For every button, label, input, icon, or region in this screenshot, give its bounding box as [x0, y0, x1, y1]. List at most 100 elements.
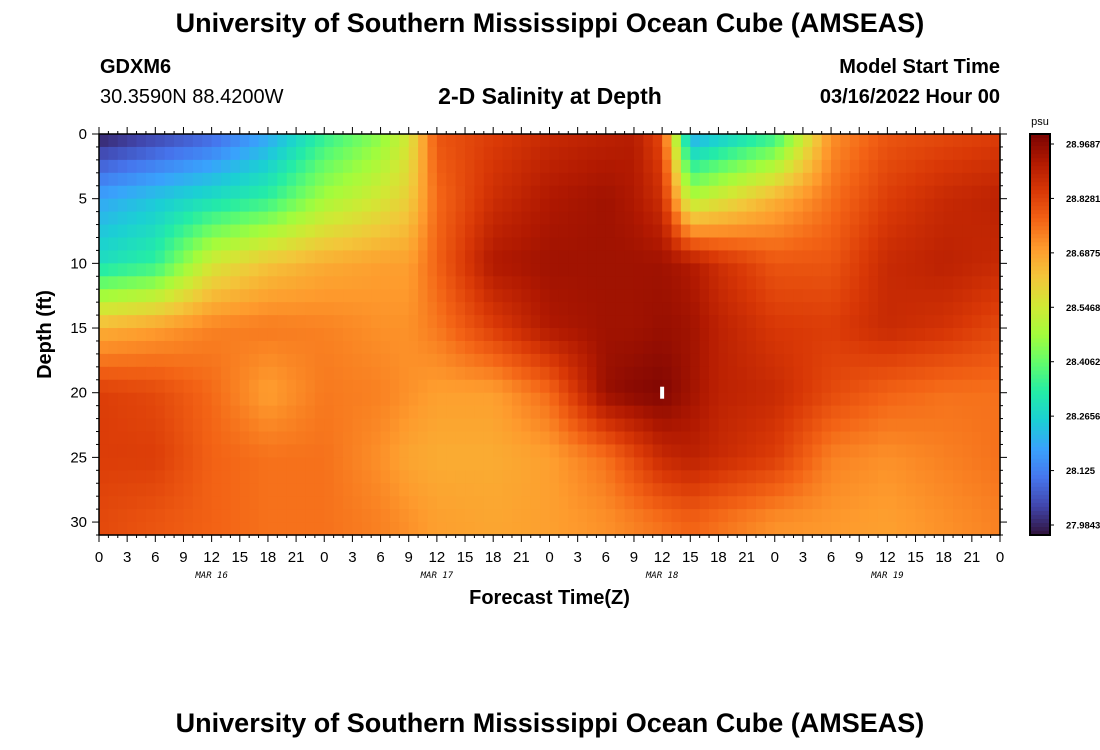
heatmap-cell — [164, 496, 175, 510]
heatmap-cell — [521, 276, 532, 290]
heatmap-cell — [540, 366, 551, 381]
heatmap-cell — [296, 483, 307, 497]
heatmap-cell — [305, 159, 316, 174]
heatmap-cell — [699, 509, 710, 523]
heatmap-cell — [239, 379, 250, 394]
heatmap-cell — [418, 509, 429, 523]
heatmap-cell — [333, 159, 344, 174]
heatmap-cell — [230, 276, 241, 290]
heatmap-cell — [943, 353, 954, 368]
heatmap-cell — [267, 198, 278, 213]
heatmap-cell — [305, 366, 316, 381]
heatmap-cell — [652, 159, 663, 174]
heatmap-cell — [286, 418, 297, 433]
heatmap-cell — [662, 198, 673, 213]
heatmap-cell — [821, 470, 832, 484]
y-axis-title: Depth (ft) — [34, 290, 56, 379]
heatmap-cell — [718, 172, 729, 187]
heatmap-cell — [587, 250, 598, 264]
heatmap-cell — [746, 340, 757, 355]
heatmap-cell — [202, 172, 213, 187]
heatmap-cell — [643, 509, 654, 523]
heatmap-cell — [765, 237, 776, 252]
heatmap-cell — [990, 496, 1001, 510]
heatmap-cell — [690, 483, 701, 497]
heatmap-cell — [239, 159, 250, 174]
colorbar-segment — [1030, 438, 1050, 444]
heatmap-cell — [802, 496, 813, 510]
heatmap-cell — [164, 392, 175, 407]
heatmap-cell — [221, 418, 231, 433]
heatmap-cell — [511, 315, 522, 329]
heatmap-cell — [427, 418, 438, 433]
footer-title: University of Southern Mississippi Ocean… — [175, 708, 925, 738]
heatmap-cell — [953, 353, 964, 368]
heatmap-cell — [399, 224, 410, 239]
heatmap-cell — [127, 289, 138, 303]
heatmap-cell — [793, 392, 804, 407]
heatmap-cell — [596, 340, 607, 355]
heatmap-cell — [117, 457, 128, 471]
heatmap-cell — [455, 496, 466, 510]
heatmap-cell — [389, 457, 400, 471]
heatmap-cell — [793, 379, 804, 394]
heatmap-cell — [962, 172, 973, 187]
heatmap-cell — [127, 276, 138, 290]
heatmap-cell — [680, 211, 691, 226]
heatmap-cell — [587, 483, 598, 497]
heatmap-cell — [540, 134, 551, 148]
heatmap-cell — [418, 198, 429, 213]
heatmap-cell — [258, 276, 269, 290]
heatmap-cell — [596, 470, 607, 484]
heatmap-cell — [530, 379, 541, 394]
heatmap-cell — [436, 522, 447, 536]
heatmap-cell — [840, 172, 851, 187]
heatmap-cell — [258, 134, 269, 148]
heatmap-cell — [596, 509, 607, 523]
heatmap-cell — [530, 340, 541, 355]
heatmap-cell — [239, 483, 250, 497]
heatmap-cell — [615, 457, 626, 471]
heatmap-cell — [474, 509, 485, 523]
heatmap-cell — [840, 470, 851, 484]
heatmap-cell — [699, 418, 710, 433]
heatmap-cell — [127, 185, 138, 200]
heatmap-cell — [746, 315, 757, 329]
heatmap-cell — [868, 444, 879, 458]
heatmap-cell — [802, 483, 813, 497]
heatmap-cell — [971, 172, 982, 187]
heatmap-cell — [202, 496, 213, 510]
colorbar-segment — [1030, 286, 1050, 291]
heatmap-cell — [596, 185, 607, 200]
heatmap-cell — [192, 483, 203, 497]
heatmap-cell — [821, 146, 832, 161]
heatmap-cell — [633, 250, 644, 264]
heatmap-cell — [446, 522, 457, 536]
heatmap-cell — [662, 470, 673, 484]
heatmap-cell — [784, 509, 795, 523]
heatmap-cell — [361, 198, 372, 213]
heatmap-cell — [652, 496, 663, 510]
heatmap-cell — [868, 392, 879, 407]
heatmap-cell — [605, 379, 616, 394]
heatmap-cell — [680, 431, 691, 446]
heatmap-cell — [314, 250, 325, 264]
heatmap-cell — [305, 470, 316, 484]
heatmap-cell — [230, 146, 241, 161]
heatmap-cell — [633, 522, 644, 536]
heatmap-cell — [230, 211, 241, 226]
x-tick-label: 0 — [95, 549, 103, 566]
heatmap-cell — [718, 185, 729, 200]
heatmap-cell — [352, 198, 363, 213]
heatmap-cell — [924, 392, 935, 407]
heatmap-cell — [821, 237, 832, 252]
heatmap-cell — [699, 328, 710, 342]
heatmap-cell — [709, 340, 720, 355]
heatmap-cell — [633, 340, 644, 355]
heatmap-cell — [849, 405, 860, 420]
heatmap-cell — [849, 457, 860, 471]
heatmap-cell — [389, 172, 400, 187]
heatmap-cell — [258, 405, 269, 420]
heatmap-cell — [981, 146, 992, 161]
heatmap-cell — [849, 159, 860, 174]
